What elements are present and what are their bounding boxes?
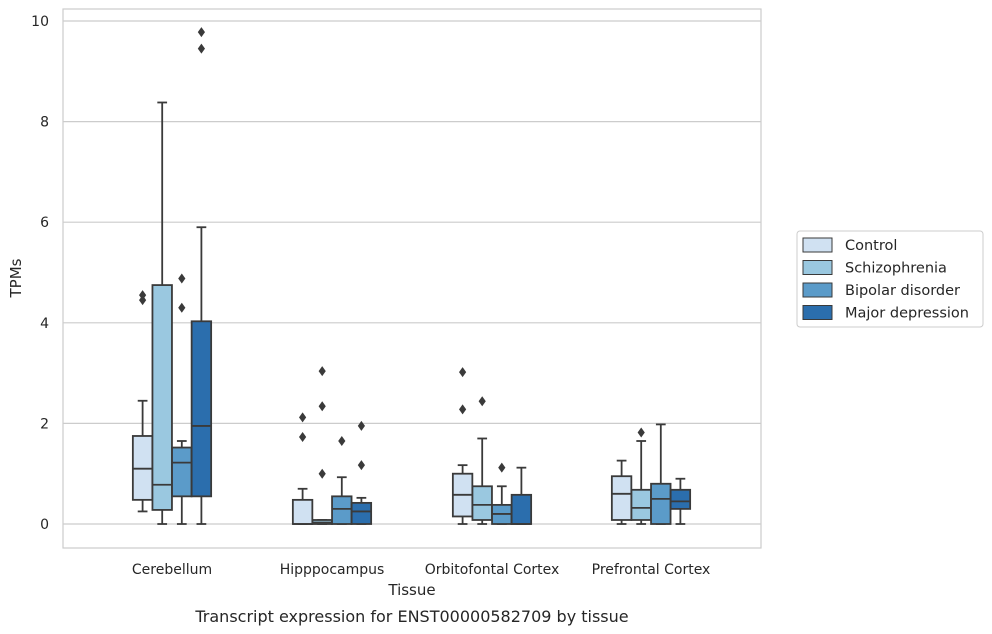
legend-swatch (802, 237, 833, 253)
box-bipolar-disorder (491, 462, 513, 525)
y-axis-label: TPMs (7, 258, 25, 298)
legend-frame (796, 230, 984, 328)
outlier-point (478, 396, 486, 407)
box (610, 475, 633, 521)
box (331, 495, 353, 525)
outlier-point (178, 273, 186, 284)
box (669, 488, 692, 510)
box-schizophrenia (630, 427, 652, 525)
outlier-point (318, 366, 326, 377)
box (151, 284, 173, 511)
outlier-point (197, 43, 205, 54)
legend-label: Schizophrenia (845, 261, 947, 277)
x-ticks: Cerebellum Hipppocampus Orbitofontal Corte… (132, 562, 710, 578)
outlier-point (178, 302, 186, 313)
outlier-point (459, 367, 467, 378)
outlier-point (318, 401, 326, 412)
outlier-point (299, 412, 307, 423)
box-control (451, 367, 474, 525)
box (630, 488, 652, 521)
box (350, 501, 373, 525)
box-bipolar-disorder (171, 273, 193, 525)
outlier-point (318, 468, 326, 479)
outlier-point (197, 27, 205, 38)
box (471, 485, 493, 521)
outlier-point (139, 290, 147, 301)
legend-label: Major depression (845, 306, 969, 322)
chart-caption: Transcript expression for ENST0000058270… (194, 607, 628, 626)
legend-label: Bipolar disorder (845, 283, 960, 299)
box-schizophrenia (151, 101, 173, 525)
box (510, 493, 533, 525)
box-major-depression (510, 466, 533, 525)
outlier-point (357, 460, 365, 471)
box-control (610, 459, 633, 525)
x-axis-label: Tissue (387, 581, 435, 599)
plot-frame (62, 8, 762, 549)
legend: Control Schizophrenia Bipolar disorder Majo… (796, 230, 984, 328)
y-tick-label: 6 (40, 215, 49, 231)
box (291, 498, 314, 525)
outlier-point (357, 420, 365, 431)
legend-swatch (802, 282, 833, 298)
outlier-point (498, 462, 506, 473)
legend-label: Control (845, 238, 897, 254)
box-major-depression (350, 420, 373, 525)
outlier-point (299, 431, 307, 442)
box (171, 446, 193, 498)
box-series (131, 27, 692, 525)
box-control (291, 412, 314, 525)
legend-swatch (802, 305, 833, 320)
y-tick-label: 2 (40, 416, 49, 432)
box-major-depression (669, 477, 692, 525)
box-major-depression (190, 27, 213, 525)
y-tick-label: 0 (40, 517, 49, 533)
box (190, 320, 213, 498)
box-schizophrenia (471, 396, 493, 525)
outlier-point (637, 427, 645, 438)
x-tick-label: Orbitofontal Cortex (425, 562, 560, 578)
box-bipolar-disorder (331, 436, 353, 525)
y-tick-label: 4 (40, 316, 49, 332)
box-schizophrenia (311, 366, 333, 525)
y-tick-label: 8 (40, 115, 49, 131)
legend-swatch (802, 260, 833, 275)
x-tick-label: Prefrontal Cortex (592, 562, 711, 578)
outlier-point (139, 295, 147, 306)
y-tick-label: 10 (31, 14, 49, 30)
box (650, 482, 672, 525)
outlier-point (459, 404, 467, 415)
outlier-point (338, 436, 346, 447)
box-bipolar-disorder (650, 423, 672, 525)
y-ticks: 0 2 4 6 8 10 (31, 14, 49, 533)
box-control (131, 290, 154, 513)
x-tick-label: Hipppocampus (280, 562, 385, 578)
x-tick-label: Cerebellum (132, 562, 212, 578)
